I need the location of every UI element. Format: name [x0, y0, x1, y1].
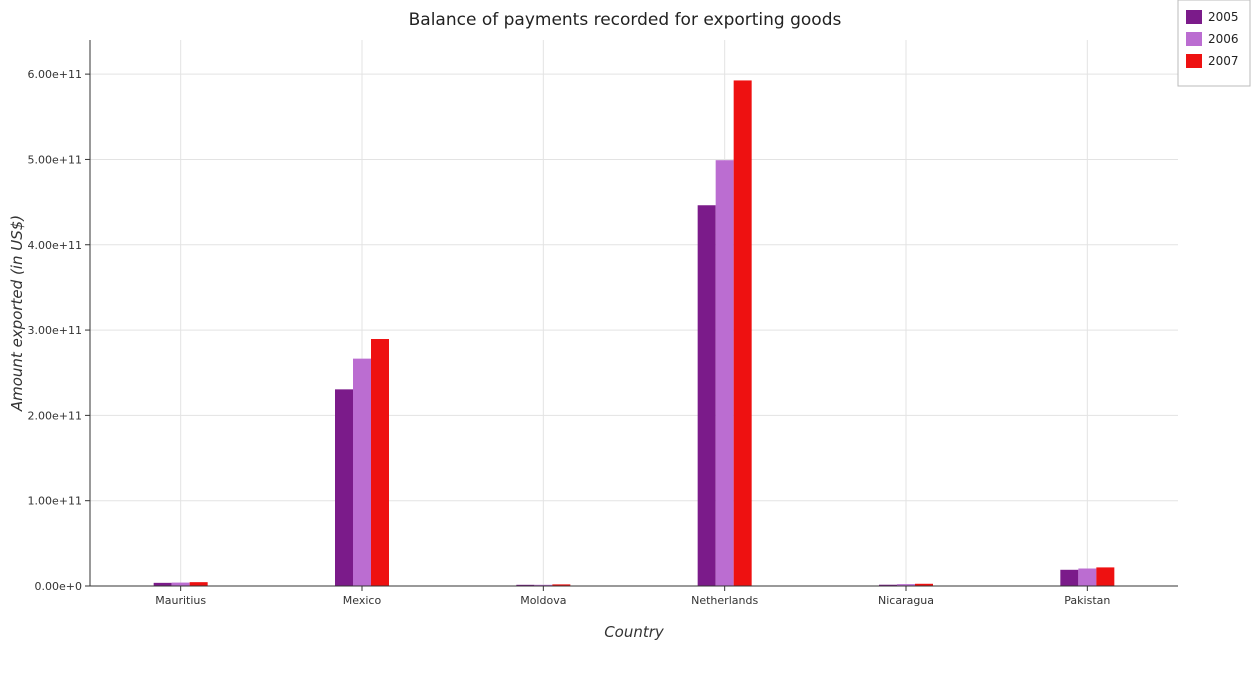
legend-label-2006: 2006: [1208, 32, 1239, 46]
x-tick-label: Pakistan: [1064, 594, 1110, 607]
y-tick-label: 3.00e+11: [28, 324, 82, 337]
y-axis-label: Amount exported (in US$): [8, 215, 26, 412]
bar-2005-netherlands: [697, 205, 716, 586]
legend-label-2005: 2005: [1208, 10, 1239, 24]
x-tick-label: Mauritius: [155, 594, 206, 607]
bar-2007-nicaragua: [915, 583, 933, 586]
bar-2007-mauritius: [189, 582, 208, 586]
legend-swatch-2007: [1186, 54, 1202, 68]
bar-2006-netherlands: [715, 160, 734, 586]
x-axis-label: Country: [604, 623, 665, 641]
y-tick-label: 1.00e+11: [28, 495, 82, 508]
bar-2007-pakistan: [1096, 567, 1115, 586]
bar-2005-moldova: [516, 584, 535, 586]
x-tick-label: Moldova: [520, 594, 566, 607]
y-tick-label: 0.00e+0: [35, 580, 82, 593]
x-tick-label: Mexico: [343, 594, 382, 607]
x-tick-label: Netherlands: [691, 594, 758, 607]
y-tick-label: 4.00e+11: [28, 239, 82, 252]
grid: [90, 40, 1178, 587]
bar-2005-mauritius: [153, 582, 172, 586]
legend: 2005 2006 2007: [1177, 0, 1251, 87]
legend-swatch-2006: [1186, 32, 1202, 46]
bar-2006-mexico: [353, 358, 371, 586]
bar-2007-netherlands: [733, 80, 752, 587]
bar-2006-nicaragua: [897, 584, 915, 586]
y-tick-label: 6.00e+11: [28, 68, 82, 81]
bar-2007-mexico: [371, 339, 389, 586]
x-tick-label: Nicaragua: [878, 594, 934, 607]
bar-2006-pakistan: [1078, 568, 1097, 586]
y-tick-label: 5.00e+11: [28, 153, 82, 166]
axes: 0.00e+0 1.00e+11 2.00e+11 3.00e+11 4.00e+11 5…: [28, 40, 1178, 607]
chart-title: Balance of payments recorded for exporti…: [409, 10, 842, 30]
bar-2006-moldova: [534, 584, 553, 586]
y-tick-label: 2.00e+11: [28, 409, 82, 422]
legend-label-2007: 2007: [1208, 54, 1239, 68]
bar-2005-nicaragua: [879, 584, 897, 586]
bar-2007-moldova: [552, 584, 571, 586]
bar-2005-mexico: [335, 389, 353, 586]
bar-2006-mauritius: [171, 582, 190, 586]
bars: [153, 80, 1115, 587]
legend-swatch-2005: [1186, 10, 1202, 24]
bar-2005-pakistan: [1060, 569, 1079, 586]
